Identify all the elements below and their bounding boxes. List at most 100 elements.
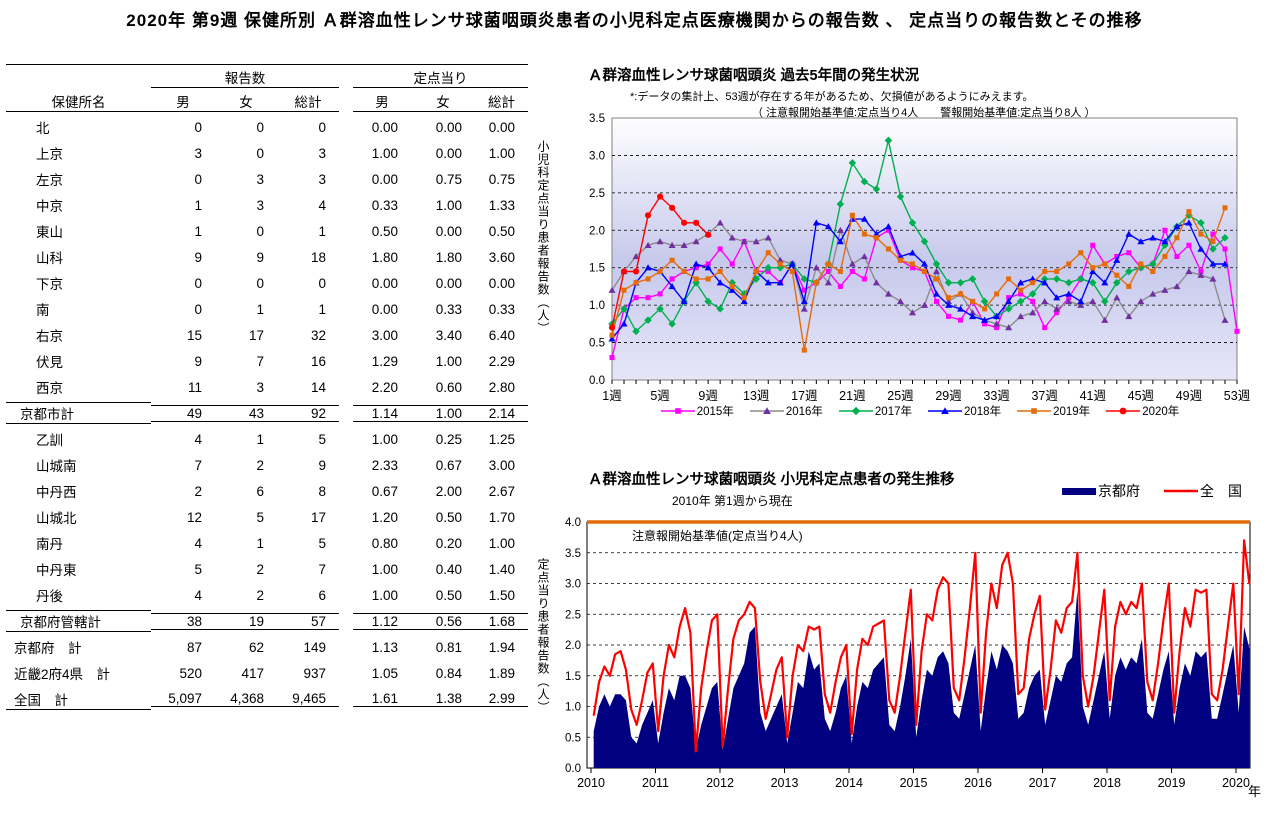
row-value: 2.67 — [488, 483, 515, 499]
row-value: 0.20 — [435, 535, 462, 551]
y-axis-tick-labels: 0.0 0.5 1.0 1.5 2.0 2.5 3.0 3.5 — [589, 113, 605, 387]
x-axis-ticks — [590, 768, 1237, 773]
svg-text:25週: 25週 — [887, 389, 914, 403]
alert-threshold-label: 注意報開始基準値(定点当り4人) — [632, 529, 803, 543]
row-value: 2 — [194, 483, 202, 499]
row-value: 1.00 — [488, 145, 515, 161]
svg-text:2012: 2012 — [706, 776, 734, 790]
svg-text:13週: 13週 — [743, 389, 770, 403]
row-value: 2 — [256, 561, 264, 577]
svg-text:9週: 9週 — [698, 389, 718, 403]
svg-text:2016: 2016 — [964, 776, 992, 790]
series-2019年 — [609, 205, 1228, 353]
svg-text:17週: 17週 — [791, 389, 818, 403]
row-value: 1.25 — [488, 431, 515, 447]
table-row: 東山 1 0 1 0.50 0.00 0.50 — [6, 218, 528, 244]
svg-text:29週: 29週 — [935, 389, 962, 403]
row-name: 南 — [36, 303, 50, 318]
row-value: 2.14 — [475, 404, 528, 422]
row-value: 0.00 — [371, 275, 398, 291]
row-name: 山城北 — [36, 511, 77, 526]
row-value: 16 — [310, 353, 326, 369]
row-value: 0 — [318, 275, 326, 291]
series-全 国 — [592, 539, 1251, 753]
row-value: 0.50 — [488, 223, 515, 239]
group-header-reports: 報告数 — [151, 67, 339, 88]
row-value: 15 — [186, 327, 202, 343]
svg-text:2017: 2017 — [1029, 776, 1057, 790]
legend-item-2016年: 2016年 — [749, 403, 823, 419]
col-header-reports-female: 女 — [215, 91, 277, 112]
legend-label: 2017年 — [874, 406, 912, 418]
legend-item-2017年: 2017年 — [838, 403, 912, 419]
svg-text:1.5: 1.5 — [565, 671, 581, 683]
row-value: 3.00 — [371, 327, 398, 343]
row-name: 下京 — [36, 277, 63, 292]
row-value: 7 — [256, 353, 264, 369]
svg-text:2010: 2010 — [577, 776, 605, 790]
page-title: 2020年 第9週 保健所別 Ａ群溶血性レンサ球菌咽頭炎患者の小児科定点医療機関… — [126, 11, 1143, 30]
row-name: 北 — [36, 121, 50, 136]
svg-text:3.5: 3.5 — [565, 548, 581, 560]
row-value: 1.14 — [353, 404, 411, 422]
row-value: 1.00 — [411, 404, 475, 422]
x-axis-tick-labels: 1週 5週 9週 13週 17週 21週 25週 29週 33週 37週 41週 45週 49週 53週 — [602, 389, 1250, 403]
row-value: 1.33 — [488, 197, 515, 213]
row-value: 3.40 — [435, 327, 462, 343]
row-value: 18 — [310, 249, 326, 265]
trend-chart-subtitle: 2010年 第1週から現在 — [672, 494, 793, 508]
row-value: 1.70 — [488, 509, 515, 525]
col-header-per-sentinel-female: 女 — [411, 91, 475, 112]
svg-text:53週: 53週 — [1224, 389, 1251, 403]
row-value: 1.38 — [411, 691, 475, 707]
svg-text:0.5: 0.5 — [589, 338, 605, 350]
svg-text:2.0: 2.0 — [565, 640, 581, 652]
row-value: 1 — [318, 301, 326, 317]
table-row: 山城南 7 2 9 2.33 0.67 3.00 — [6, 452, 528, 478]
svg-text:5週: 5週 — [650, 389, 670, 403]
row-value: 0.00 — [435, 223, 462, 239]
row-value: 62 — [248, 639, 264, 655]
table-row: 京都府管轄計 38 19 57 1.12 0.56 1.68 — [6, 608, 528, 634]
svg-text:49週: 49週 — [1176, 389, 1203, 403]
svg-text:4.0: 4.0 — [565, 517, 581, 529]
row-value: 4,368 — [215, 691, 277, 707]
series-2020年 — [608, 193, 712, 331]
weekly-chart-note-thresholds: （ 注意報開始基準値:定点当り4人 警報開始基準値:定点当り8人 ） — [752, 107, 1096, 119]
legend-marker-square-icon — [660, 408, 695, 414]
row-value: 3 — [256, 171, 264, 187]
row-value: 0.75 — [435, 171, 462, 187]
row-value: 3 — [256, 379, 264, 395]
legend-item-2015年: 2015年 — [660, 403, 734, 419]
legend-label: 2018年 — [964, 406, 1002, 418]
row-name: 山科 — [36, 251, 63, 266]
legend-swatch-area-icon — [1062, 488, 1096, 495]
svg-text:0.0: 0.0 — [589, 375, 605, 387]
row-value: 1.00 — [371, 587, 398, 603]
row-value: 1.50 — [488, 587, 515, 603]
row-value: 1.13 — [371, 639, 398, 655]
row-value: 0 — [194, 275, 202, 291]
row-value: 3 — [256, 197, 264, 213]
legend-label: 2016年 — [785, 406, 823, 418]
row-value: 1.80 — [371, 249, 398, 265]
row-value: 87 — [186, 639, 202, 655]
legend-item-2018年: 2018年 — [928, 403, 1001, 419]
row-name: 京都市計 — [6, 402, 151, 424]
table-row: 右京 15 17 32 3.00 3.40 6.40 — [6, 322, 528, 348]
row-value: 6.40 — [488, 327, 515, 343]
table-group-header-row: 報告数 定点当り — [6, 64, 528, 89]
y-axis-tick-labels: 0.0 0.5 1.0 1.5 2.0 2.5 3.0 3.5 4.0 — [565, 517, 581, 775]
row-value: 417 — [241, 665, 264, 681]
table-row: 中丹東 5 2 7 1.00 0.40 1.40 — [6, 556, 528, 582]
legend-label: 全 国 — [1200, 483, 1242, 499]
row-name: 近畿2府4県 計 — [14, 667, 111, 682]
row-value: 0.67 — [435, 457, 462, 473]
legend-item-京都府: 京都府 — [1062, 481, 1140, 501]
row-value: 0.00 — [435, 119, 462, 135]
row-value: 0 — [318, 119, 326, 135]
row-value: 0 — [194, 119, 202, 135]
row-value: 1.00 — [371, 145, 398, 161]
row-value: 149 — [303, 639, 326, 655]
table-row: 南 0 1 1 0.00 0.33 0.33 — [6, 296, 528, 322]
